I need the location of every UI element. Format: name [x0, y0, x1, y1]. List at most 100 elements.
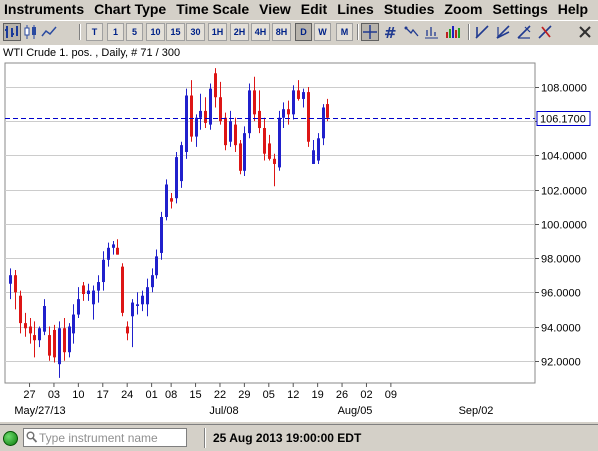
candle-down — [253, 90, 256, 115]
candle-down — [297, 90, 300, 99]
menu-studies[interactable]: Studies — [383, 1, 435, 17]
candle-down — [273, 158, 276, 164]
candle-up — [146, 287, 149, 305]
menu-view[interactable]: View — [259, 1, 291, 17]
grid-icon[interactable]: # — [382, 23, 400, 41]
candle-up — [312, 150, 315, 164]
volume-bars-icon[interactable] — [423, 23, 441, 41]
timescale-button-2h[interactable]: 2H — [230, 23, 249, 41]
candle-down — [170, 198, 173, 202]
candle-down — [33, 335, 36, 341]
candle-up — [160, 217, 163, 253]
connection-status-icon — [3, 431, 18, 446]
timescale-button-t[interactable]: T — [86, 23, 103, 41]
fib-fan-icon-1[interactable] — [494, 23, 512, 41]
candle-up — [151, 275, 154, 288]
candle-up — [92, 290, 95, 305]
candle-down — [234, 124, 237, 146]
menu-edit[interactable]: Edit — [300, 1, 328, 17]
candle-up — [195, 117, 198, 137]
candle-up — [58, 328, 61, 365]
candle-up — [243, 133, 246, 171]
current-price-marker — [536, 111, 591, 126]
candle-up — [72, 314, 75, 334]
timescale-button-1[interactable]: 1 — [107, 23, 124, 41]
volume-bars-icon-color[interactable] — [444, 23, 462, 41]
fib-fan-icon-2-glyph — [517, 25, 531, 39]
candle-up — [165, 184, 168, 218]
candlestick-icon[interactable] — [22, 23, 40, 41]
timescale-button-4h[interactable]: 4H — [251, 23, 270, 41]
candle-up — [68, 326, 71, 353]
candle-down — [19, 295, 22, 324]
draw-lines-icon-0-glyph — [475, 25, 489, 39]
candle-up — [102, 259, 105, 283]
candle-up — [209, 88, 212, 125]
candle-down — [219, 97, 222, 122]
trend-icon[interactable] — [403, 23, 421, 41]
fib-fan-icon-2[interactable] — [515, 23, 533, 41]
menu-time-scale[interactable]: Time Scale — [176, 1, 250, 17]
candle-up — [112, 244, 115, 248]
menu-settings[interactable]: Settings — [492, 1, 548, 17]
price-chart[interactable]: 92.0000 94.0000 96.0000 98.0000 100.0000 102.… — [0, 45, 598, 422]
menu-bar: Instruments Chart Type Time Scale View Edit L… — [0, 0, 598, 19]
candle-down — [63, 328, 66, 353]
x-tick-label: 03 — [48, 389, 60, 401]
chart-area[interactable]: 92.0000 94.0000 96.0000 98.0000 100.0000 102.… — [0, 45, 598, 422]
draw-lines-icon-0[interactable] — [473, 23, 491, 41]
timescale-button-1h[interactable]: 1H — [208, 23, 227, 41]
x-tick-label: 26 — [336, 389, 348, 401]
candle-up — [9, 275, 12, 284]
timescale-button-30[interactable]: 30 — [186, 23, 205, 41]
timescale-button-8h[interactable]: 8H — [272, 23, 291, 41]
candle-down — [53, 329, 56, 358]
candle-up — [107, 247, 110, 260]
candle-up — [97, 282, 100, 291]
instrument-input[interactable] — [39, 430, 183, 445]
x-tick-label: 29 — [238, 389, 250, 401]
line-chart-icon[interactable] — [40, 23, 58, 41]
menu-help[interactable]: Help — [557, 1, 589, 17]
volume-bars-icon-color-glyph — [446, 26, 460, 38]
menu-lines[interactable]: Lines — [337, 1, 374, 17]
crosshair-icon[interactable] — [361, 23, 379, 41]
close-chart-icon-glyph — [579, 26, 591, 38]
candle-down — [224, 117, 227, 146]
menu-zoom[interactable]: Zoom — [444, 1, 483, 17]
timescale-button-5[interactable]: 5 — [126, 23, 143, 41]
month-label: Jul/08 — [209, 405, 238, 417]
candle-up — [38, 328, 41, 341]
timescale-button-w[interactable]: W — [314, 23, 331, 41]
y-tick-label: 94.0000 — [541, 323, 581, 335]
toolbar-separator — [357, 24, 359, 40]
candle-down — [214, 73, 217, 98]
timescale-button-d[interactable]: D — [295, 23, 312, 41]
timescale-button-m[interactable]: M — [336, 23, 353, 41]
candlestick-icon-glyph — [24, 25, 36, 39]
candle-down — [263, 128, 266, 154]
candle-down — [190, 95, 193, 137]
svg-text:#: # — [384, 24, 397, 40]
timescale-button-10[interactable]: 10 — [146, 23, 165, 41]
instrument-search[interactable] — [23, 428, 187, 447]
menu-chart-type[interactable]: Chart Type — [94, 1, 167, 17]
delete-lines-icon-3-glyph — [538, 25, 552, 39]
crosshair-icon-glyph — [363, 25, 377, 39]
bar-chart-icon[interactable] — [3, 23, 21, 41]
timescale-button-15[interactable]: 15 — [166, 23, 185, 41]
candle-up — [175, 157, 178, 199]
volume-bars-icon-glyph — [425, 27, 438, 39]
grid-icon-glyph: # — [384, 24, 397, 40]
delete-lines-icon-3[interactable] — [536, 23, 554, 41]
menu-instruments[interactable]: Instruments — [4, 1, 85, 17]
x-tick-label: 01 — [145, 389, 157, 401]
candle-up — [43, 305, 46, 332]
candle-down — [287, 109, 290, 115]
x-tick-label: 27 — [23, 389, 35, 401]
candle-up — [180, 145, 183, 182]
instrument-label: WTI Crude 1. pos. , Daily, # 71 / 300 — [3, 47, 180, 59]
candle-down — [116, 247, 119, 255]
close-chart-icon[interactable] — [576, 23, 594, 41]
y-tick-label: 104.0000 — [541, 151, 587, 163]
